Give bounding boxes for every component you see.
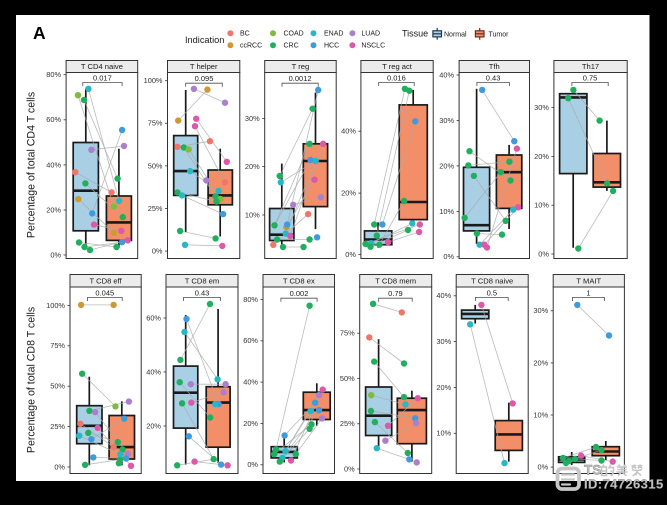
svg-text:40%: 40% <box>439 70 454 79</box>
svg-text:T CD4 naive: T CD4 naive <box>81 62 123 71</box>
svg-text:25%: 25% <box>50 422 65 431</box>
svg-text:0%: 0% <box>247 460 258 469</box>
svg-text:Percentage of total CD4 T cell: Percentage of total CD4 T cells <box>26 92 38 238</box>
svg-text:60%: 60% <box>146 313 161 322</box>
svg-text:T reg: T reg <box>292 62 310 71</box>
svg-text:T CD8 em: T CD8 em <box>185 276 219 285</box>
svg-text:10%: 10% <box>245 210 260 219</box>
svg-text:20%: 20% <box>341 189 356 198</box>
svg-text:30%: 30% <box>436 337 451 346</box>
svg-text:20%: 20% <box>146 421 161 430</box>
svg-text:100%: 100% <box>46 301 65 310</box>
svg-text:20%: 20% <box>533 358 548 367</box>
svg-text:Tfh: Tfh <box>489 62 500 71</box>
svg-text:0.43: 0.43 <box>195 288 210 297</box>
svg-text:0.017: 0.017 <box>93 73 112 82</box>
svg-text:0.43: 0.43 <box>486 73 501 82</box>
svg-text:0%: 0% <box>344 464 355 473</box>
svg-text:A: A <box>33 23 46 43</box>
svg-text:30%: 30% <box>533 306 548 315</box>
svg-text:60%: 60% <box>243 336 258 345</box>
svg-text:T CD8 mem: T CD8 mem <box>375 276 416 285</box>
svg-text:75%: 75% <box>148 119 163 128</box>
svg-text:T CD8 naive: T CD8 naive <box>471 276 513 285</box>
svg-text:40%: 40% <box>341 127 356 136</box>
svg-text:25%: 25% <box>148 204 163 213</box>
svg-text:0.095: 0.095 <box>195 74 214 83</box>
svg-text:75%: 75% <box>340 329 355 338</box>
svg-text:20%: 20% <box>245 162 260 171</box>
svg-text:Tumor: Tumor <box>489 31 510 38</box>
svg-text:20%: 20% <box>534 152 549 161</box>
svg-text:LUAD: LUAD <box>361 31 380 38</box>
svg-text:20%: 20% <box>439 161 454 170</box>
svg-text:40%: 40% <box>243 378 258 387</box>
svg-text:T CD8 ex: T CD8 ex <box>283 276 315 285</box>
svg-text:COAD: COAD <box>284 31 304 38</box>
svg-text:40%: 40% <box>436 291 451 300</box>
svg-text:10%: 10% <box>534 201 549 210</box>
svg-text:CRC: CRC <box>284 43 299 50</box>
svg-text:0.0012: 0.0012 <box>289 74 312 83</box>
svg-text:100%: 100% <box>144 76 163 85</box>
svg-text:0%: 0% <box>345 250 356 259</box>
svg-text:BC: BC <box>240 31 250 38</box>
svg-text:ENAD: ENAD <box>324 31 343 38</box>
svg-text:0%: 0% <box>54 462 65 471</box>
svg-text:0.5: 0.5 <box>487 288 497 297</box>
svg-text:0.045: 0.045 <box>95 288 114 297</box>
svg-text:0.79: 0.79 <box>388 289 403 298</box>
svg-text:T CD8 eff: T CD8 eff <box>89 276 122 285</box>
svg-text:ccRCC: ccRCC <box>240 43 262 50</box>
svg-text:NSCLC: NSCLC <box>361 43 385 50</box>
svg-text:T reg act: T reg act <box>382 62 413 71</box>
svg-text:Indication: Indication <box>185 35 224 45</box>
svg-text:20%: 20% <box>46 205 61 214</box>
svg-text:20%: 20% <box>436 383 451 392</box>
svg-text:40%: 40% <box>146 367 161 376</box>
svg-text:0%: 0% <box>152 247 163 256</box>
svg-text:0%: 0% <box>538 249 549 258</box>
svg-text:80%: 80% <box>46 70 61 79</box>
svg-text:ID:74726315: ID:74726315 <box>584 477 664 492</box>
svg-text:HCC: HCC <box>324 43 339 50</box>
svg-text:25%: 25% <box>340 419 355 428</box>
svg-text:Normal: Normal <box>444 31 467 38</box>
svg-text:10%: 10% <box>436 429 451 438</box>
svg-text:20%: 20% <box>243 419 258 428</box>
svg-text:0%: 0% <box>443 252 454 261</box>
svg-text:Tissue: Tissue <box>402 29 428 39</box>
svg-text:40%: 40% <box>46 160 61 169</box>
svg-text:30%: 30% <box>245 114 260 123</box>
svg-text:0.75: 0.75 <box>583 73 598 82</box>
svg-text:T helper: T helper <box>190 62 218 71</box>
svg-text:30%: 30% <box>439 116 454 125</box>
svg-text:0.016: 0.016 <box>387 73 406 82</box>
svg-text:1: 1 <box>586 288 590 297</box>
svg-text:TS: TS <box>584 463 601 478</box>
svg-text:0%: 0% <box>50 250 61 259</box>
svg-text:Th17: Th17 <box>582 62 599 71</box>
svg-text:50%: 50% <box>50 382 65 391</box>
svg-text:75%: 75% <box>50 341 65 350</box>
svg-text:60%: 60% <box>46 115 61 124</box>
svg-text:T MAIT: T MAIT <box>576 276 601 285</box>
svg-text:10%: 10% <box>533 410 548 419</box>
svg-text:30%: 30% <box>534 103 549 112</box>
svg-text:50%: 50% <box>340 374 355 383</box>
svg-text:0%: 0% <box>538 463 549 472</box>
svg-text:80%: 80% <box>243 295 258 304</box>
svg-text:Percentage of total CD8 T cell: Percentage of total CD8 T cells <box>26 307 38 453</box>
svg-text:0.002: 0.002 <box>290 289 309 298</box>
svg-text:50%: 50% <box>148 161 163 170</box>
svg-text:10%: 10% <box>439 207 454 216</box>
